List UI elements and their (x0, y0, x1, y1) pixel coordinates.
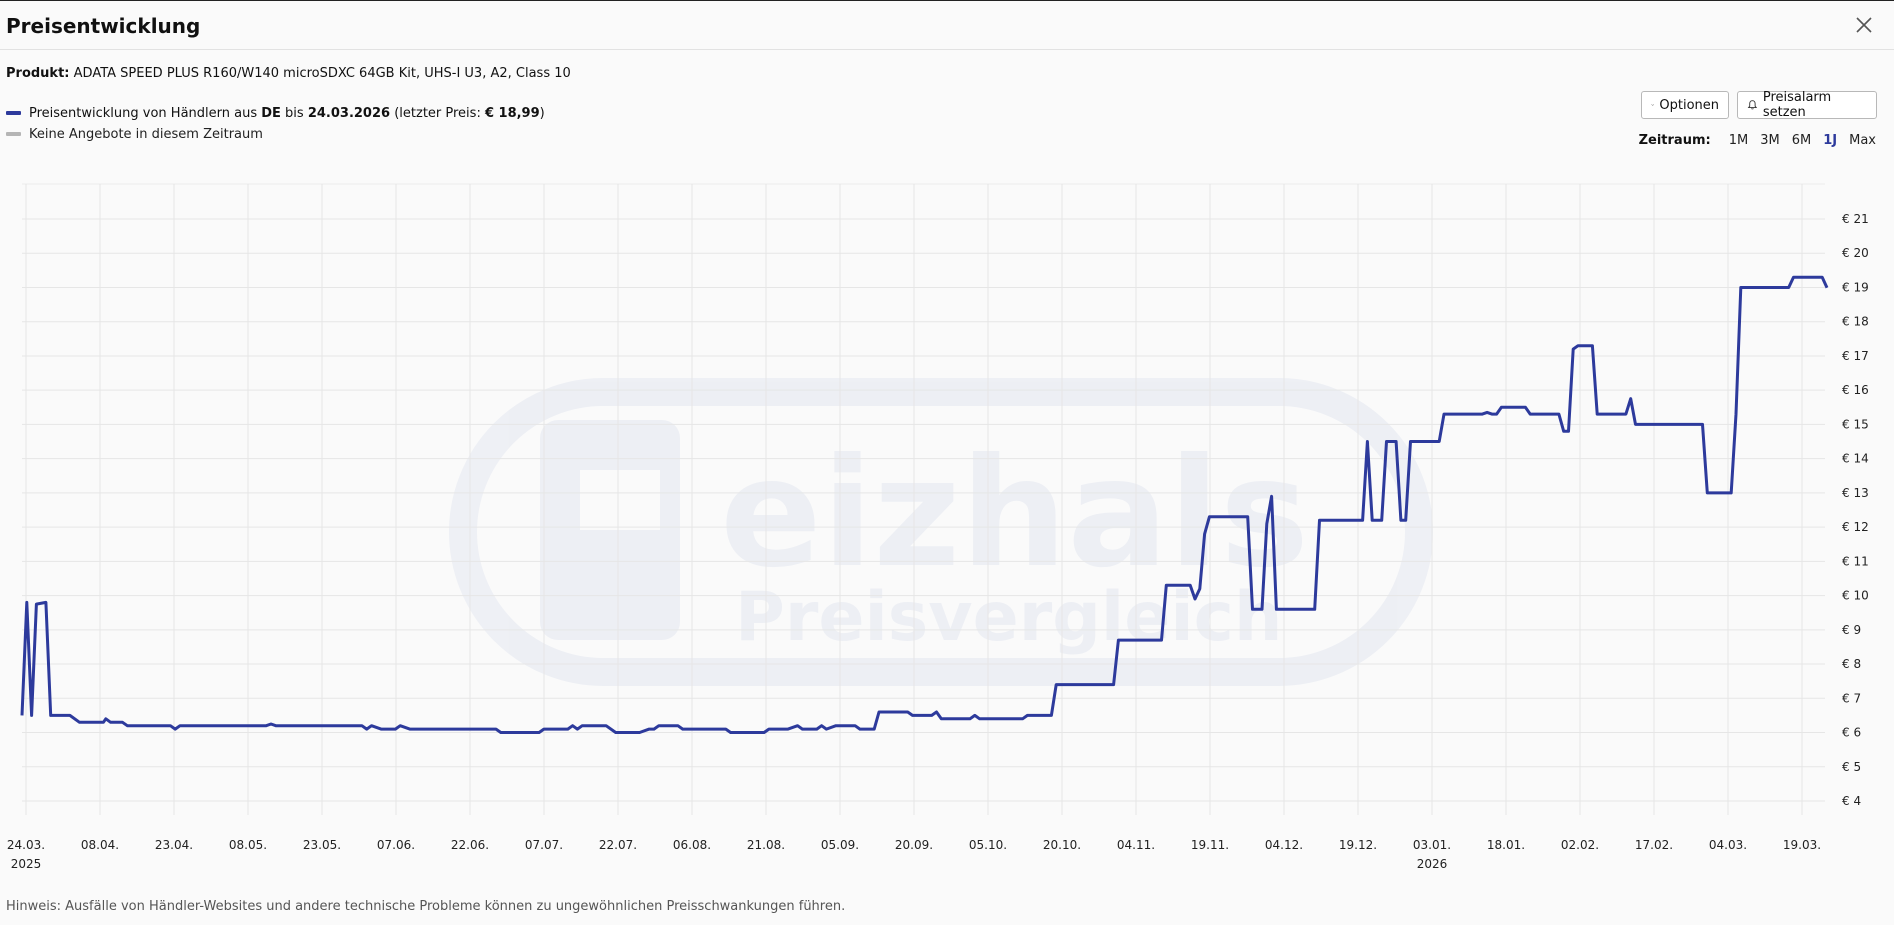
legend-country: DE (261, 106, 281, 121)
range-max[interactable]: Max (1849, 133, 1876, 148)
y-tick-label: € 4 (1842, 794, 1861, 808)
chart-grid (22, 183, 1825, 815)
x-axis: 24.03. 2025 08.04. 23.04. 08.05. 23.05. 07.06.… (7, 838, 1821, 871)
price-series-line (20, 275, 1829, 734)
x-tick-label: 07.07. (525, 838, 563, 852)
x-tick-label: 23.04. (155, 838, 193, 852)
x-tick-label: 24.03. (7, 838, 45, 852)
svg-text:eizhals: eizhals (720, 427, 1309, 601)
y-tick-label: € 12 (1842, 520, 1869, 534)
y-tick-label: € 7 (1842, 691, 1861, 705)
hint-text: Hinweis: Ausfälle von Händler-Websites u… (6, 899, 846, 914)
no-offers-swatch (6, 131, 21, 136)
x-tick-label: 05.10. (969, 838, 1007, 852)
x-tick-label: 23.05. (303, 838, 341, 852)
legend-text-open: (letzter Preis: (390, 106, 485, 121)
x-tick-label: 20.09. (895, 838, 933, 852)
x-tick-label: 05.09. (821, 838, 859, 852)
range-3m[interactable]: 3M (1760, 133, 1780, 148)
y-tick-label: € 19 (1842, 280, 1869, 294)
legend-date: 24.03.2026 (307, 106, 391, 121)
x-tick-label: 18.01. (1487, 838, 1525, 852)
price-alarm-button[interactable]: Preisalarm setzen (1737, 90, 1877, 120)
window-top-border (0, 0, 1894, 1)
x-tick-label: 08.04. (81, 838, 119, 852)
legend-price-history: Preisentwicklung von Händlern aus DE bis… (6, 106, 545, 121)
options-label: Optionen (1659, 97, 1719, 113)
time-range-label: Zeitraum: (1638, 133, 1711, 148)
x-tick-label: 08.05. (229, 838, 267, 852)
product-label: Produkt: (6, 66, 70, 81)
x-tick-label: 20.10. (1043, 838, 1081, 852)
legend-no-offers: Keine Angebote in diesem Zeitraum (6, 127, 263, 142)
y-tick-label: € 15 (1842, 417, 1869, 431)
x-tick-label: 22.07. (599, 838, 637, 852)
x-tick-label: 06.08. (673, 838, 711, 852)
legend-text-close: ) (539, 106, 545, 121)
dialog-title: Preisentwicklung (6, 14, 201, 38)
close-icon[interactable] (1852, 13, 1876, 37)
price-alarm-label: Preisalarm setzen (1762, 90, 1832, 120)
y-tick-label: € 10 (1842, 589, 1869, 603)
x-tick-year: 2025 (11, 857, 42, 871)
legend-last-price: € 18,99 (484, 106, 540, 121)
product-info: Produkt: ADATA SPEED PLUS R160/W140 micr… (6, 66, 571, 81)
x-tick-label: 21.08. (747, 838, 785, 852)
product-name: ADATA SPEED PLUS R160/W140 microSDXC 64G… (73, 66, 571, 81)
y-tick-label: € 11 (1842, 554, 1869, 568)
geizhals-watermark: eizhals Preisvergleich (449, 378, 1433, 686)
x-tick-label: 22.06. (451, 838, 489, 852)
x-tick-label: 02.02. (1561, 838, 1599, 852)
y-tick-label: € 17 (1842, 349, 1869, 363)
price-chart: eizhals Preisvergleich € 4 € 5 € 6 € 7 € 8 € … (0, 170, 1894, 880)
legend-text-mid: bis (280, 106, 308, 121)
y-tick-label: € 13 (1842, 486, 1869, 500)
range-1m[interactable]: 1M (1728, 133, 1749, 148)
y-tick-label: € 6 (1842, 726, 1861, 740)
x-tick-label: 19.03. (1783, 838, 1821, 852)
y-tick-label: € 16 (1842, 383, 1869, 397)
y-tick-label: € 8 (1842, 657, 1861, 671)
dialog-header: Preisentwicklung (0, 1, 1894, 50)
x-tick-label: 04.03. (1709, 838, 1747, 852)
y-tick-label: € 20 (1842, 246, 1869, 260)
legend-text-prefix: Preisentwicklung von Händlern aus (29, 106, 262, 121)
y-axis: € 4 € 5 € 6 € 7 € 8 € 9 € 10 € 11 € 12 € 13 € 14 € … (1842, 212, 1869, 808)
y-tick-label: € 21 (1842, 212, 1869, 226)
price-line-swatch (6, 110, 21, 115)
y-tick-label: € 18 (1842, 315, 1869, 329)
x-tick-label: 19.12. (1339, 838, 1377, 852)
x-tick-year: 2026 (1417, 857, 1448, 871)
x-tick-label: 04.11. (1117, 838, 1155, 852)
bell-icon (1747, 100, 1758, 110)
options-button[interactable]: Optionen (1641, 91, 1729, 119)
x-tick-label: 07.06. (377, 838, 415, 852)
range-1j[interactable]: 1J (1823, 133, 1838, 148)
legend-no-offers-text: Keine Angebote in diesem Zeitraum (29, 127, 263, 142)
price-chart-svg: eizhals Preisvergleich € 4€ 5€ 6€ 7€ 8€ … (7, 183, 1869, 871)
x-tick-label: 03.01. (1413, 838, 1451, 852)
y-tick-label: € 14 (1842, 452, 1869, 466)
x-tick-label: 04.12. (1265, 838, 1303, 852)
x-tick-label: 17.02. (1635, 838, 1673, 852)
y-tick-label: € 9 (1842, 623, 1861, 637)
time-range-selector: Zeitraum: 1M 3M 6M 1J Max (1639, 133, 1876, 148)
x-tick-label: 19.11. (1191, 838, 1229, 852)
y-tick-label: € 5 (1842, 760, 1861, 774)
range-6m[interactable]: 6M (1791, 133, 1812, 148)
chevron-down-icon (1651, 104, 1655, 106)
